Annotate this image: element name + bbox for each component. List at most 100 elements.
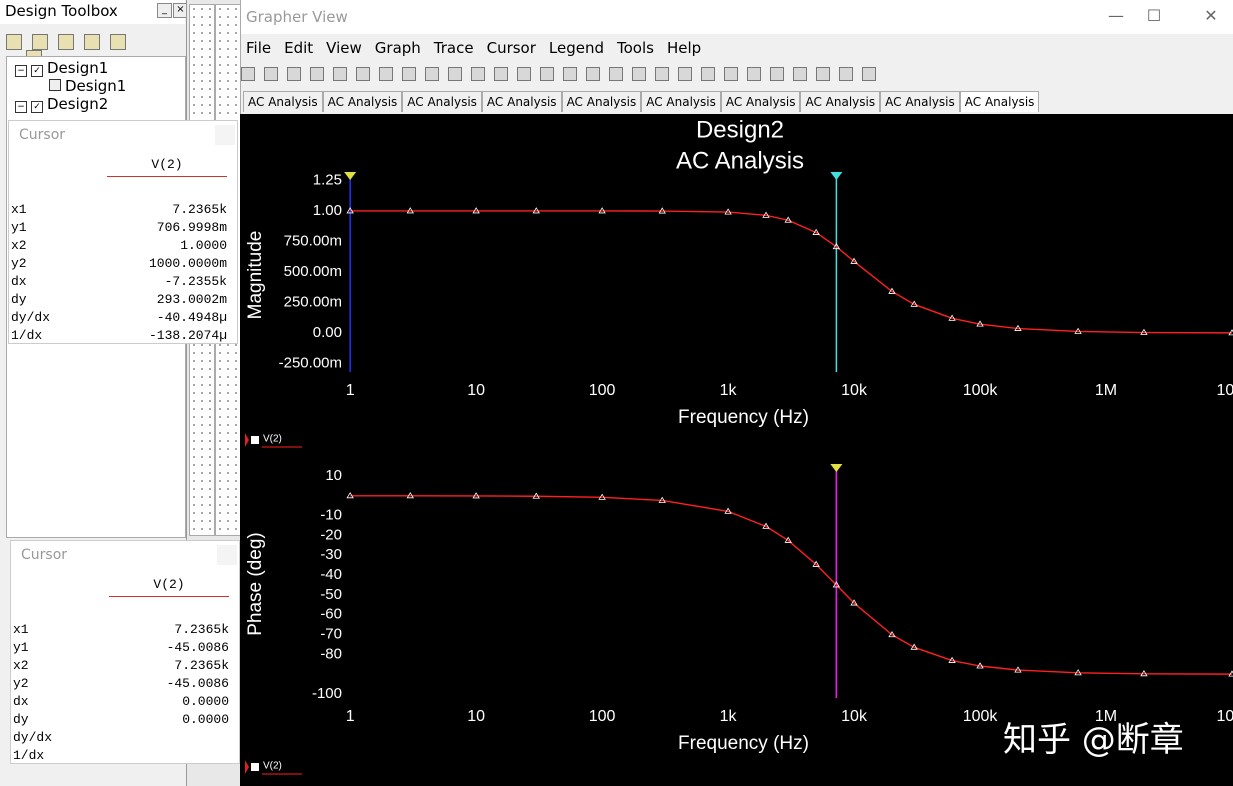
menu-item[interactable]: Cursor xyxy=(486,39,536,57)
watermark: 知乎 @断章 xyxy=(1003,720,1184,760)
tab[interactable]: AC Analysis xyxy=(402,91,482,112)
grapher-title: Grapher View xyxy=(246,8,348,26)
trace-marker xyxy=(406,492,414,499)
tab[interactable]: AC Analysis xyxy=(243,91,323,112)
tool-close[interactable] xyxy=(84,34,100,50)
tool[interactable] xyxy=(356,66,370,81)
legend-checkbox xyxy=(251,436,259,444)
trace-marker xyxy=(346,207,354,214)
minimize[interactable]: — xyxy=(1108,6,1124,25)
tab[interactable]: AC Analysis xyxy=(959,91,1040,112)
tool[interactable] xyxy=(517,66,531,81)
trace-marker xyxy=(724,507,732,514)
tab[interactable]: AC Analysis xyxy=(880,91,960,112)
tool[interactable] xyxy=(609,66,623,81)
tool[interactable] xyxy=(494,66,508,81)
tool[interactable] xyxy=(287,66,301,81)
tool[interactable] xyxy=(747,66,761,81)
row-value: 7.2365k xyxy=(172,202,227,217)
tool[interactable] xyxy=(586,66,600,81)
tool[interactable] xyxy=(471,66,485,81)
y-tick-label: 250.00m xyxy=(284,293,342,310)
row-label: x1 xyxy=(11,202,27,217)
tool[interactable] xyxy=(632,66,646,81)
tool[interactable] xyxy=(241,66,255,81)
tool[interactable] xyxy=(540,66,554,81)
tool[interactable] xyxy=(839,66,853,81)
maximize[interactable]: ☐ xyxy=(1146,6,1162,25)
tool[interactable] xyxy=(563,66,577,81)
row-label: dy xyxy=(13,712,29,727)
toolbox-minimize[interactable]: _ xyxy=(157,3,172,18)
row-value: -7.2355k xyxy=(164,274,227,289)
tool[interactable] xyxy=(264,66,278,81)
tool[interactable] xyxy=(701,66,715,81)
tool-save[interactable] xyxy=(58,34,74,50)
y-tick-label: 750.00m xyxy=(284,232,342,249)
plot-subtitle: AC Analysis xyxy=(676,147,804,174)
tool[interactable] xyxy=(770,66,784,81)
tool[interactable] xyxy=(310,66,324,81)
menu-item[interactable]: Trace xyxy=(433,39,474,57)
cursor-row: 1/dx xyxy=(13,747,229,765)
tool[interactable] xyxy=(678,66,692,81)
row-label: y1 xyxy=(11,220,27,235)
row-value: 1000.0000m xyxy=(148,256,227,271)
x-tick-label: 10 xyxy=(467,708,485,725)
row-value: -40.4948µ xyxy=(156,310,227,325)
menu-item[interactable]: View xyxy=(326,39,362,57)
panel-close[interactable] xyxy=(217,545,237,565)
grapher-title-bar: Grapher View — ☐ ✕ xyxy=(241,0,1233,34)
tool[interactable] xyxy=(448,66,462,81)
tab[interactable]: AC Analysis xyxy=(720,91,801,112)
tab[interactable]: AC Analysis xyxy=(322,91,403,112)
trace-marker xyxy=(658,496,666,503)
tool[interactable] xyxy=(379,66,393,81)
tree-node[interactable]: Design1 xyxy=(49,77,126,95)
menu-item[interactable]: Help xyxy=(666,39,702,57)
menu-item[interactable]: File xyxy=(246,39,272,57)
tool[interactable] xyxy=(425,66,439,81)
tool-new[interactable] xyxy=(6,34,22,50)
x-tick-label: 1M xyxy=(1095,382,1117,399)
y-tick-label: 0.00 xyxy=(313,324,342,341)
tab[interactable]: AC Analysis xyxy=(481,91,562,112)
tool[interactable] xyxy=(862,66,876,81)
x-tick-label: 100k xyxy=(963,708,999,725)
menu-item[interactable]: Legend xyxy=(548,39,605,57)
row-label: 1/dx xyxy=(11,328,43,343)
tree-node[interactable]: − ✓ Design2 xyxy=(15,95,108,113)
row-label: dx xyxy=(11,274,27,289)
panel-title: Cursor xyxy=(19,127,66,143)
tree-node[interactable]: − ✓ Design1 xyxy=(15,59,108,77)
cursor-row: x1 7.2365k xyxy=(11,201,227,219)
menu-item[interactable]: Graph xyxy=(374,39,421,57)
trace-marker xyxy=(1228,329,1233,336)
legend-label: V(2) xyxy=(263,761,282,772)
tool[interactable] xyxy=(402,66,416,81)
trace-marker xyxy=(850,257,858,264)
cursor-row: dx -7.2355k xyxy=(11,273,227,291)
tab[interactable]: AC Analysis xyxy=(800,91,881,112)
close[interactable]: ✕ xyxy=(1204,6,1218,25)
tool[interactable] xyxy=(816,66,830,81)
cursor-handle xyxy=(830,172,843,180)
graph-background xyxy=(240,114,1233,786)
tool[interactable] xyxy=(724,66,738,81)
tool-delete[interactable] xyxy=(110,34,126,50)
toolbox-toolbar xyxy=(6,34,181,66)
tab[interactable]: AC Analysis xyxy=(561,91,642,112)
y-axis-label: Magnitude xyxy=(245,231,266,320)
tool[interactable] xyxy=(655,66,669,81)
y-tick-label: -60 xyxy=(320,606,342,623)
trace-marker xyxy=(598,207,606,214)
tool[interactable] xyxy=(793,66,807,81)
tool[interactable] xyxy=(333,66,347,81)
menu-item[interactable]: Edit xyxy=(284,39,314,57)
y-tick-label: -50 xyxy=(320,586,342,603)
tool-open[interactable] xyxy=(32,34,48,50)
menu-item[interactable]: Tools xyxy=(617,39,654,57)
tab[interactable]: AC Analysis xyxy=(641,91,721,112)
panel-close[interactable] xyxy=(215,125,235,145)
row-value: 0.0000 xyxy=(182,712,229,727)
